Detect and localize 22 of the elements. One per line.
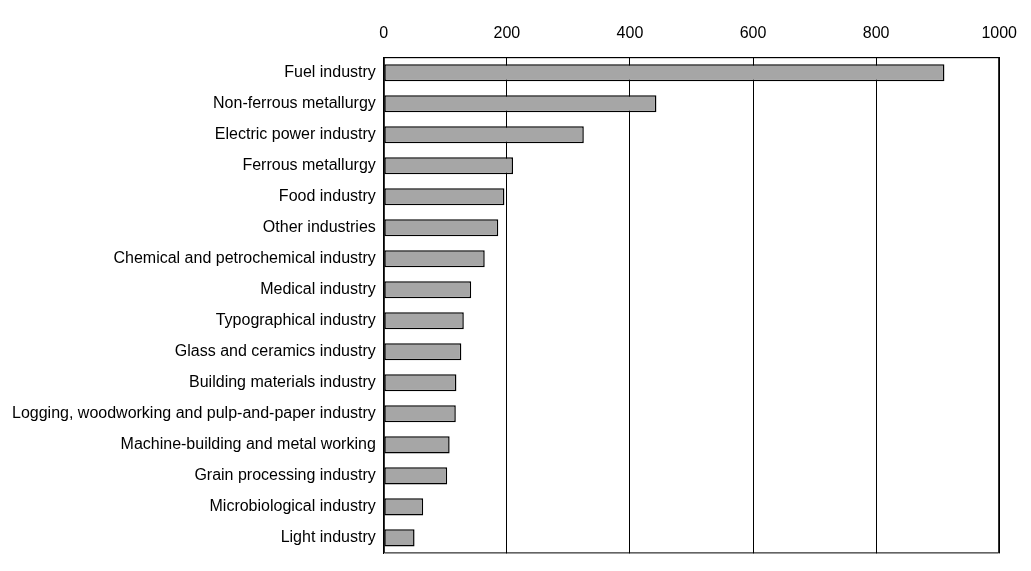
y-tick-label: Ferrous metallurgy (242, 156, 376, 174)
y-tick-label: Fuel industry (284, 63, 376, 81)
y-tick-label: Grain processing industry (194, 466, 376, 484)
y-tick-label: Building materials industry (189, 373, 376, 391)
x-tick-label: 600 (739, 24, 767, 42)
x-tick-label: 0 (379, 24, 389, 42)
y-tick-label: Glass and ceramics industry (174, 342, 376, 360)
y-tick-label: Medical industry (260, 280, 376, 298)
y-tick-label: Electric power industry (214, 125, 376, 143)
y-tick-label: Microbiological industry (209, 497, 376, 515)
y-tick-label: Light industry (280, 528, 376, 546)
x-tick-label: 800 (862, 24, 890, 42)
x-tick-label: 200 (493, 24, 521, 42)
y-tick-label: Food industry (278, 187, 376, 205)
x-tick-label: 1000 (981, 24, 1018, 42)
x-tick-label: 400 (616, 24, 644, 42)
y-tick-label: Other industries (262, 218, 376, 236)
y-tick-label: Logging, woodworking and pulp-and-paper industry (12, 404, 376, 422)
y-tick-label: Non-ferrous metallurgy (213, 94, 376, 112)
y-tick-label: Machine-building and metal working (120, 435, 376, 453)
y-tick-label: Chemical and petrochemical industry (113, 249, 376, 267)
y-tick-label: Typographical industry (215, 311, 376, 329)
